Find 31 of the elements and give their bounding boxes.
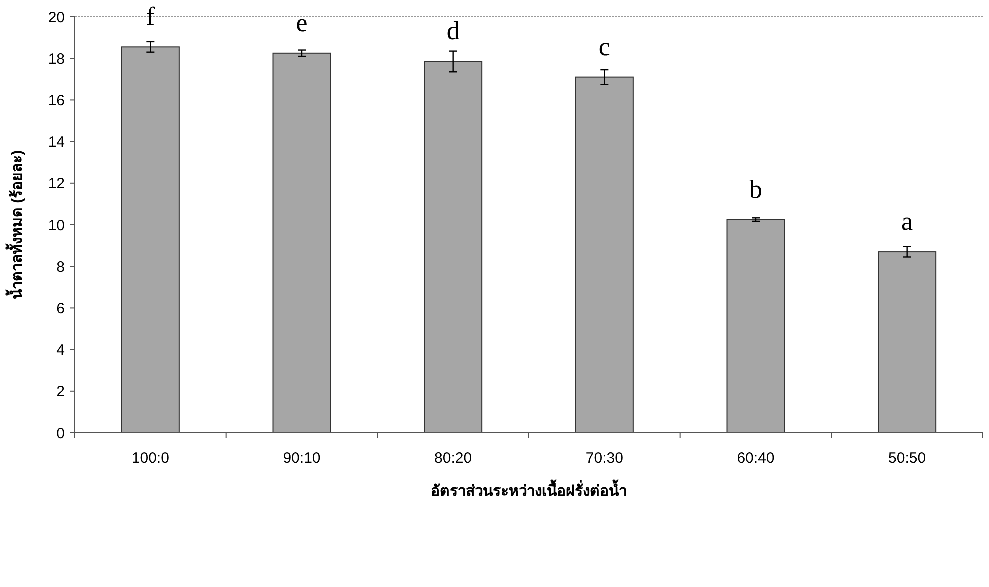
y-tick-label: 10 xyxy=(48,217,65,234)
y-axis-title: น้ำตาลทั้งหมด (ร้อยละ) xyxy=(5,150,26,300)
y-tick-label: 0 xyxy=(56,425,65,442)
x-tick-label: 90:10 xyxy=(283,450,321,467)
y-tick-label: 20 xyxy=(48,9,65,26)
x-axis-title: อัตราส่วนระหว่างเนื้อฝรั่งต่อน้ำ xyxy=(431,479,627,500)
bar xyxy=(575,76,634,434)
x-tick-label: 80:20 xyxy=(434,450,472,467)
y-tick-label: 2 xyxy=(56,384,65,401)
annotation: a xyxy=(902,207,914,236)
y-tick-label: 18 xyxy=(48,50,65,68)
annotation: b xyxy=(750,174,762,204)
bar xyxy=(424,61,483,434)
bar xyxy=(121,46,180,434)
x-tick-label: 70:30 xyxy=(586,450,624,467)
annotation: c xyxy=(598,32,610,62)
bar xyxy=(272,52,332,434)
annotation: e xyxy=(296,8,308,38)
y-tick-label: 12 xyxy=(48,176,65,193)
x-tick-label: 60:40 xyxy=(737,450,775,467)
y-tick-label: 6 xyxy=(56,300,65,318)
x-tick-label: 50:50 xyxy=(888,450,926,467)
y-tick-label: 16 xyxy=(48,92,65,110)
bar xyxy=(726,219,786,434)
x-tick-label: 100:0 xyxy=(132,450,170,467)
y-tick-label: 4 xyxy=(56,342,65,360)
y-tick-label: 8 xyxy=(56,258,65,276)
annotation: d xyxy=(446,16,460,46)
bar xyxy=(878,252,937,434)
y-tick-label: 14 xyxy=(48,134,65,152)
annotation: f xyxy=(146,2,156,32)
